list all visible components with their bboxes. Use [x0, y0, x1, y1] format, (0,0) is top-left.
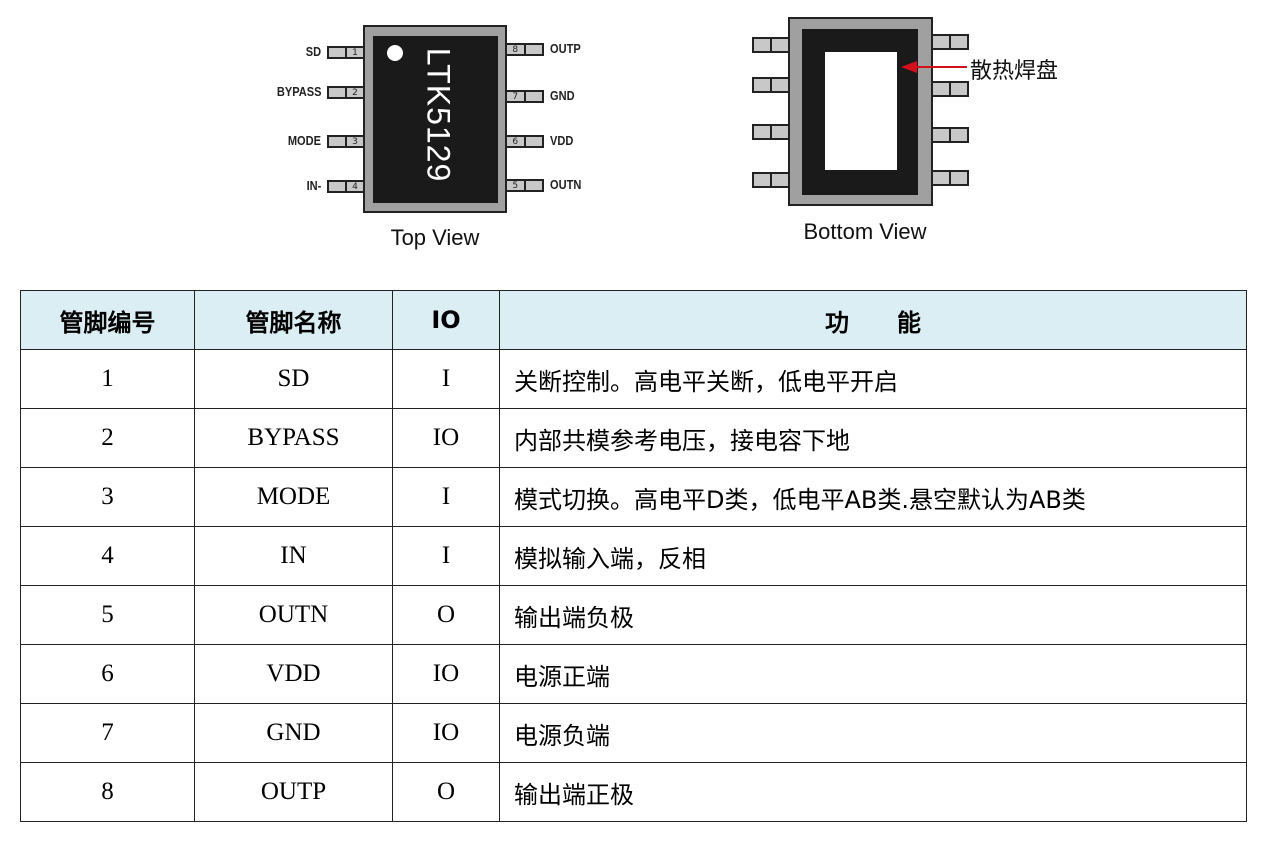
table-cell: 关断控制。高电平关断，低电平开启 — [499, 349, 1247, 409]
pin-7: 7 — [505, 90, 544, 103]
pin-name: GND — [550, 88, 575, 103]
bottom-pin — [752, 124, 790, 140]
pin-name: IN- — [306, 178, 321, 193]
chip-label: LTK5129 — [420, 47, 457, 183]
table-cell: IO — [392, 703, 500, 763]
pin-name: OUTP — [550, 41, 581, 56]
table-cell: 内部共模参考电压，接电容下地 — [499, 408, 1247, 468]
top-view-caption: Top View — [390, 225, 480, 250]
pin-number: 2 — [345, 88, 363, 98]
table-cell: 电源负端 — [499, 703, 1247, 763]
pin-number: 4 — [345, 182, 363, 192]
header-cell: 管脚编号 — [20, 290, 195, 350]
table-cell: O — [392, 762, 500, 822]
pin-5: 5 — [505, 179, 544, 192]
thermal-pad — [825, 52, 897, 170]
table-cell: 5 — [20, 585, 195, 645]
table-cell: 3 — [20, 467, 195, 527]
table-cell: IO — [392, 644, 500, 704]
pin-number: 3 — [345, 137, 363, 147]
table-cell: 7 — [20, 703, 195, 763]
table-cell: 模式切换。高电平D类，低电平AB类.悬空默认为AB类 — [499, 467, 1247, 527]
pin-name: VDD — [550, 133, 574, 148]
pin-number: 1 — [345, 48, 363, 58]
table-row: 7 GND IO 电源负端 — [20, 703, 1247, 763]
table-cell: OUTP — [194, 762, 393, 822]
table-header: 管脚编号 管脚名称 IO 功 能 — [20, 290, 1247, 350]
bottom-pin — [752, 37, 790, 53]
pin-1: 1 — [327, 46, 365, 59]
pin-2: 2 — [327, 86, 365, 99]
bottom-pin — [931, 81, 969, 97]
header-cell: 功 能 — [499, 290, 1247, 350]
table-row: 1 SD I 关断控制。高电平关断，低电平开启 — [20, 349, 1247, 409]
bottom-pin — [931, 127, 969, 143]
header-cell: 管脚名称 — [194, 290, 393, 350]
table-row: 3 MODE I 模式切换。高电平D类，低电平AB类.悬空默认为AB类 — [20, 467, 1247, 527]
table-cell: 输出端正极 — [499, 762, 1247, 822]
table-cell: 6 — [20, 644, 195, 704]
table-cell: O — [392, 585, 500, 645]
table-cell: BYPASS — [194, 408, 393, 468]
table-row: 5 OUTN O 输出端负极 — [20, 585, 1247, 645]
bottom-pin — [752, 172, 790, 188]
arrow-icon — [901, 61, 967, 73]
thermal-pad-label: 散热焊盘 — [970, 59, 1059, 84]
table-cell: 输出端负极 — [499, 585, 1247, 645]
table-cell: VDD — [194, 644, 393, 704]
bottom-view-caption: Bottom View — [803, 219, 927, 244]
table-row: 8 OUTP O 输出端正极 — [20, 762, 1247, 822]
table-cell: 1 — [20, 349, 195, 409]
table-cell: IO — [392, 408, 500, 468]
table-row: 4 IN I 模拟输入端，反相 — [20, 526, 1247, 586]
pin-name: MODE — [287, 133, 321, 148]
pin1-dot — [387, 45, 403, 61]
bottom-pin — [931, 34, 969, 50]
pin-number: 7 — [512, 91, 519, 102]
table-cell: I — [392, 526, 500, 586]
bottom-pin — [752, 77, 790, 93]
pin-name: OUTN — [550, 177, 582, 192]
table-cell: SD — [194, 349, 393, 409]
table-cell: 模拟输入端，反相 — [499, 526, 1247, 586]
table-cell: 8 — [20, 762, 195, 822]
table-cell: 2 — [20, 408, 195, 468]
header-cell: IO — [392, 290, 500, 350]
bottom-pin — [931, 170, 969, 186]
table-cell: 电源正端 — [499, 644, 1247, 704]
pin-3: 3 — [327, 135, 365, 148]
table-cell: I — [392, 349, 500, 409]
pin-8: 8 — [505, 43, 544, 56]
table-cell: 4 — [20, 526, 195, 586]
pin-number: 5 — [512, 180, 519, 191]
pin-table: 管脚编号 管脚名称 IO 功 能 1 SD I 关断控制。高电平关断，低电平开启 2 BYPAS… — [20, 290, 1247, 822]
table-row: 6 VDD IO 电源正端 — [20, 644, 1247, 704]
pin-4: 4 — [327, 180, 365, 193]
chip-top — [373, 36, 498, 203]
pin-name: BYPASS — [276, 84, 321, 99]
pin-number: 6 — [512, 136, 519, 147]
table-cell: IN — [194, 526, 393, 586]
table-cell: GND — [194, 703, 393, 763]
table-cell: OUTN — [194, 585, 393, 645]
table-row: 2 BYPASS IO 内部共模参考电压，接电容下地 — [20, 408, 1247, 468]
table-cell: MODE — [194, 467, 393, 527]
pin-number: 8 — [512, 44, 519, 55]
pin-6: 6 — [505, 135, 544, 148]
pin-name: SD — [305, 44, 321, 59]
table-cell: I — [392, 467, 500, 527]
